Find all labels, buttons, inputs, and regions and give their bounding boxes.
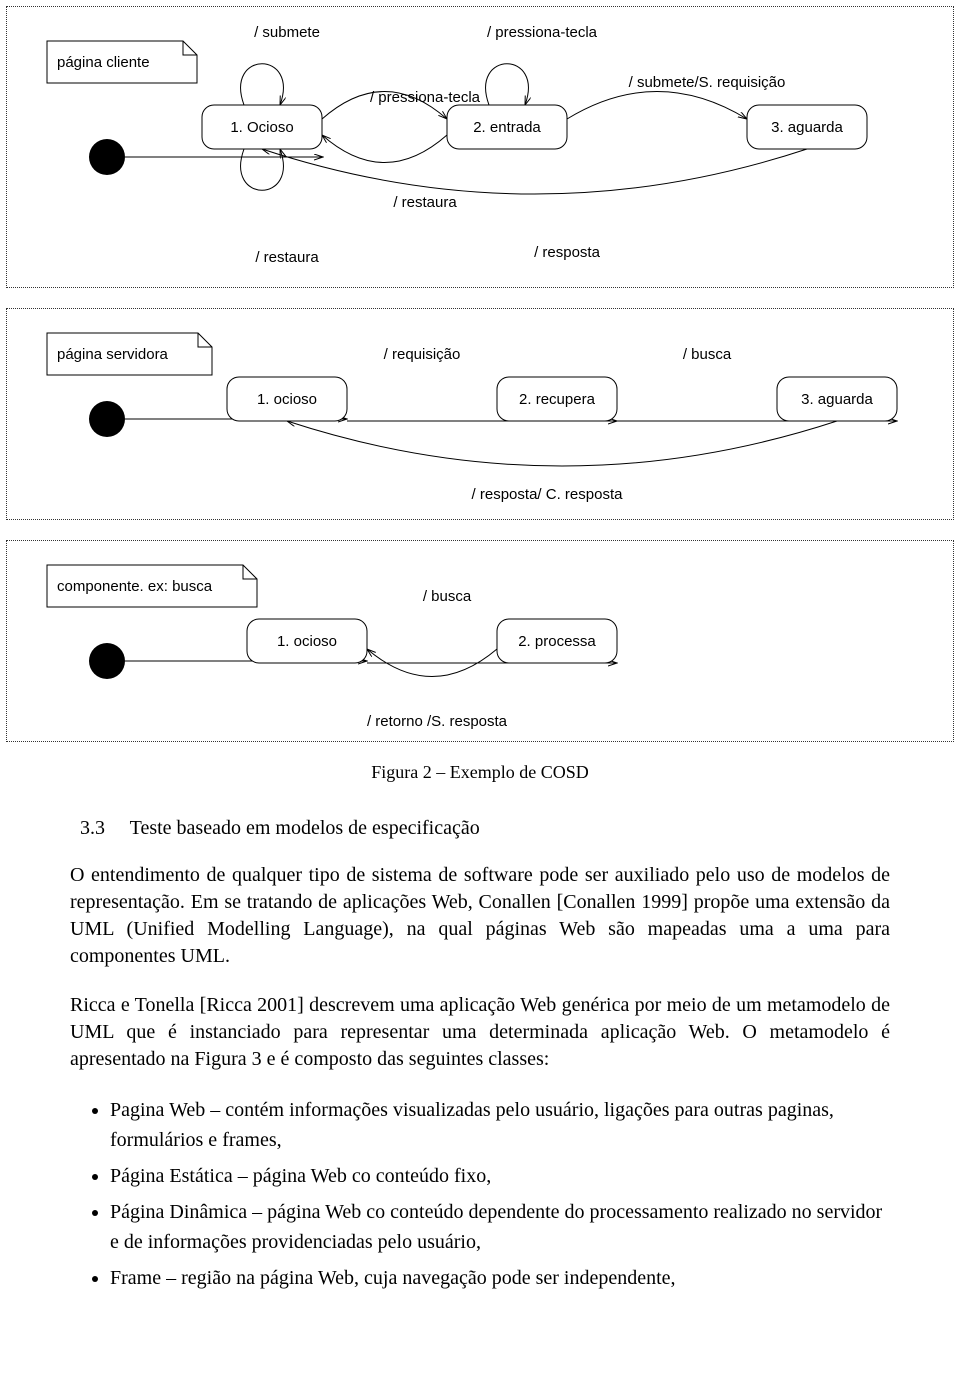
svg-text:1. ocioso: 1. ocioso xyxy=(257,391,317,408)
svg-text:2. entrada: 2. entrada xyxy=(473,119,541,136)
paragraph-1: O entendimento de qualquer tipo de siste… xyxy=(70,862,890,970)
svg-text:3. aguarda: 3. aguarda xyxy=(771,119,843,136)
svg-text:/ retorno /S. resposta: / retorno /S. resposta xyxy=(367,713,508,730)
svg-text:página servidora: página servidora xyxy=(57,346,169,363)
svg-text:/ restaura: / restaura xyxy=(255,249,319,266)
class-list: Pagina Web – contém informações visualiz… xyxy=(110,1095,890,1293)
state-panel-0: página cliente / submete / restaura / press… xyxy=(6,6,954,288)
list-item: Pagina Web – contém informações visualiz… xyxy=(110,1095,890,1155)
svg-text:1. Ocioso: 1. Ocioso xyxy=(230,119,293,136)
list-item: Página Estática – página Web co conteúdo… xyxy=(110,1161,890,1191)
svg-text:/ requisição: / requisição xyxy=(384,346,461,363)
svg-text:/ busca: / busca xyxy=(423,588,472,605)
svg-text:componente. ex: busca: componente. ex: busca xyxy=(57,578,213,595)
list-item: Página Dinâmica – página Web co conteúdo… xyxy=(110,1197,890,1257)
state-panel-1: página servidora / requisição / busca / res… xyxy=(6,308,954,520)
svg-text:/ submete: / submete xyxy=(254,24,320,41)
section-heading: 3.3 Teste baseado em modelos de especifi… xyxy=(80,817,920,840)
svg-text:1. ocioso: 1. ocioso xyxy=(277,633,337,650)
section-title-text: Teste baseado em modelos de especificaçã… xyxy=(130,817,480,839)
svg-text:/ pressiona-tecla: / pressiona-tecla xyxy=(487,24,598,41)
svg-text:/ pressiona-tecla: / pressiona-tecla xyxy=(370,89,481,106)
paragraph-2: Ricca e Tonella [Ricca 2001] descrevem u… xyxy=(70,992,890,1073)
section-number: 3.3 xyxy=(80,817,105,839)
figure-caption: Figura 2 – Exemplo de COSD xyxy=(0,762,960,783)
svg-text:2. processa: 2. processa xyxy=(518,633,596,650)
svg-text:2. recupera: 2. recupera xyxy=(519,391,596,408)
svg-text:página cliente: página cliente xyxy=(57,54,150,71)
state-panel-2: componente. ex: busca / busca / retorno /S… xyxy=(6,540,954,742)
svg-text:/ busca: / busca xyxy=(683,346,732,363)
svg-text:/ resposta: / resposta xyxy=(534,244,601,261)
list-item: Frame – região na página Web, cuja naveg… xyxy=(110,1263,890,1293)
svg-text:/ resposta/ C. resposta: / resposta/ C. resposta xyxy=(472,486,624,503)
svg-text:/ submete/S. requisição: / submete/S. requisição xyxy=(629,74,786,91)
svg-text:3. aguarda: 3. aguarda xyxy=(801,391,873,408)
svg-text:/ restaura: / restaura xyxy=(393,194,457,211)
